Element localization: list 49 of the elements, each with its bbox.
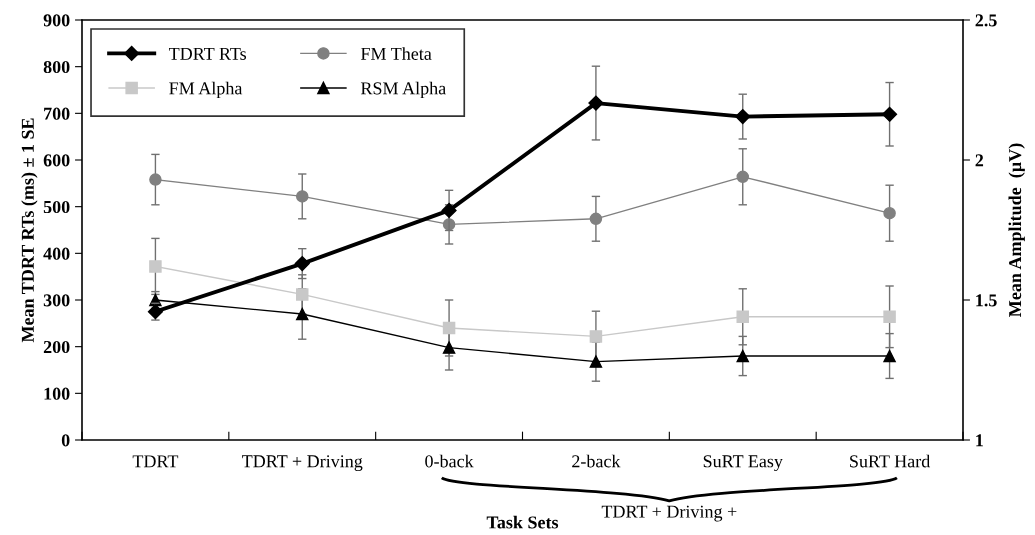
point bbox=[294, 256, 310, 272]
point bbox=[589, 330, 603, 343]
point bbox=[883, 206, 896, 220]
point bbox=[736, 170, 750, 184]
y-tick-label: 300 bbox=[43, 294, 70, 307]
point bbox=[441, 202, 457, 218]
text: TDRT + Driving + bbox=[601, 505, 737, 522]
point bbox=[882, 106, 898, 122]
legend-label: TDRT RTs bbox=[168, 47, 247, 60]
y2-tick-label: 1.5 bbox=[976, 294, 997, 307]
point bbox=[149, 260, 162, 273]
y-tick-label: 500 bbox=[43, 200, 70, 214]
x-tick-label: TDRT bbox=[132, 455, 179, 468]
x-tick-label: 2-back bbox=[572, 454, 621, 468]
point bbox=[736, 349, 750, 363]
point bbox=[149, 173, 162, 186]
y-tick-label: 800 bbox=[43, 60, 70, 74]
y2-tick-label: 2.5 bbox=[975, 14, 997, 27]
point bbox=[295, 288, 309, 301]
y-axis-title: Mean TDRT RTs (ms) ± 1 SE bbox=[21, 118, 38, 343]
y2-tick-label: 1 bbox=[976, 434, 983, 447]
x-tick-label: TDRT + Driving bbox=[242, 455, 363, 472]
y-tick-label: 400 bbox=[43, 247, 70, 260]
y-tick-label: 600 bbox=[43, 154, 70, 167]
legend-label: FM Alpha bbox=[169, 81, 243, 99]
point bbox=[883, 310, 896, 324]
legend-label: RSM Alpha bbox=[360, 81, 446, 99]
y-tick-label: 0 bbox=[61, 434, 70, 447]
y-tick-label: 700 bbox=[44, 107, 70, 120]
point bbox=[442, 341, 456, 354]
point bbox=[736, 310, 750, 324]
x-axis-title: Task Sets bbox=[486, 515, 559, 529]
y-tick-label: 900 bbox=[43, 14, 70, 27]
point bbox=[883, 349, 896, 363]
point bbox=[589, 212, 603, 226]
y-tick-label: 100 bbox=[44, 387, 70, 400]
x-tick-label: SuRT Easy bbox=[703, 455, 783, 472]
point bbox=[735, 109, 751, 125]
point bbox=[588, 95, 604, 111]
y-tick-label: 200 bbox=[43, 340, 70, 354]
point bbox=[295, 190, 309, 203]
point bbox=[589, 355, 603, 368]
y2-axis-title: Mean Amplitude (µV) bbox=[1008, 143, 1025, 317]
y2-tick-label: 2 bbox=[975, 154, 984, 167]
point bbox=[442, 321, 456, 335]
point bbox=[295, 307, 309, 321]
legend-label: FM Theta bbox=[360, 47, 432, 60]
x-tick-label: 0-back bbox=[425, 454, 474, 468]
x-tick-label: SuRT Hard bbox=[850, 454, 931, 468]
